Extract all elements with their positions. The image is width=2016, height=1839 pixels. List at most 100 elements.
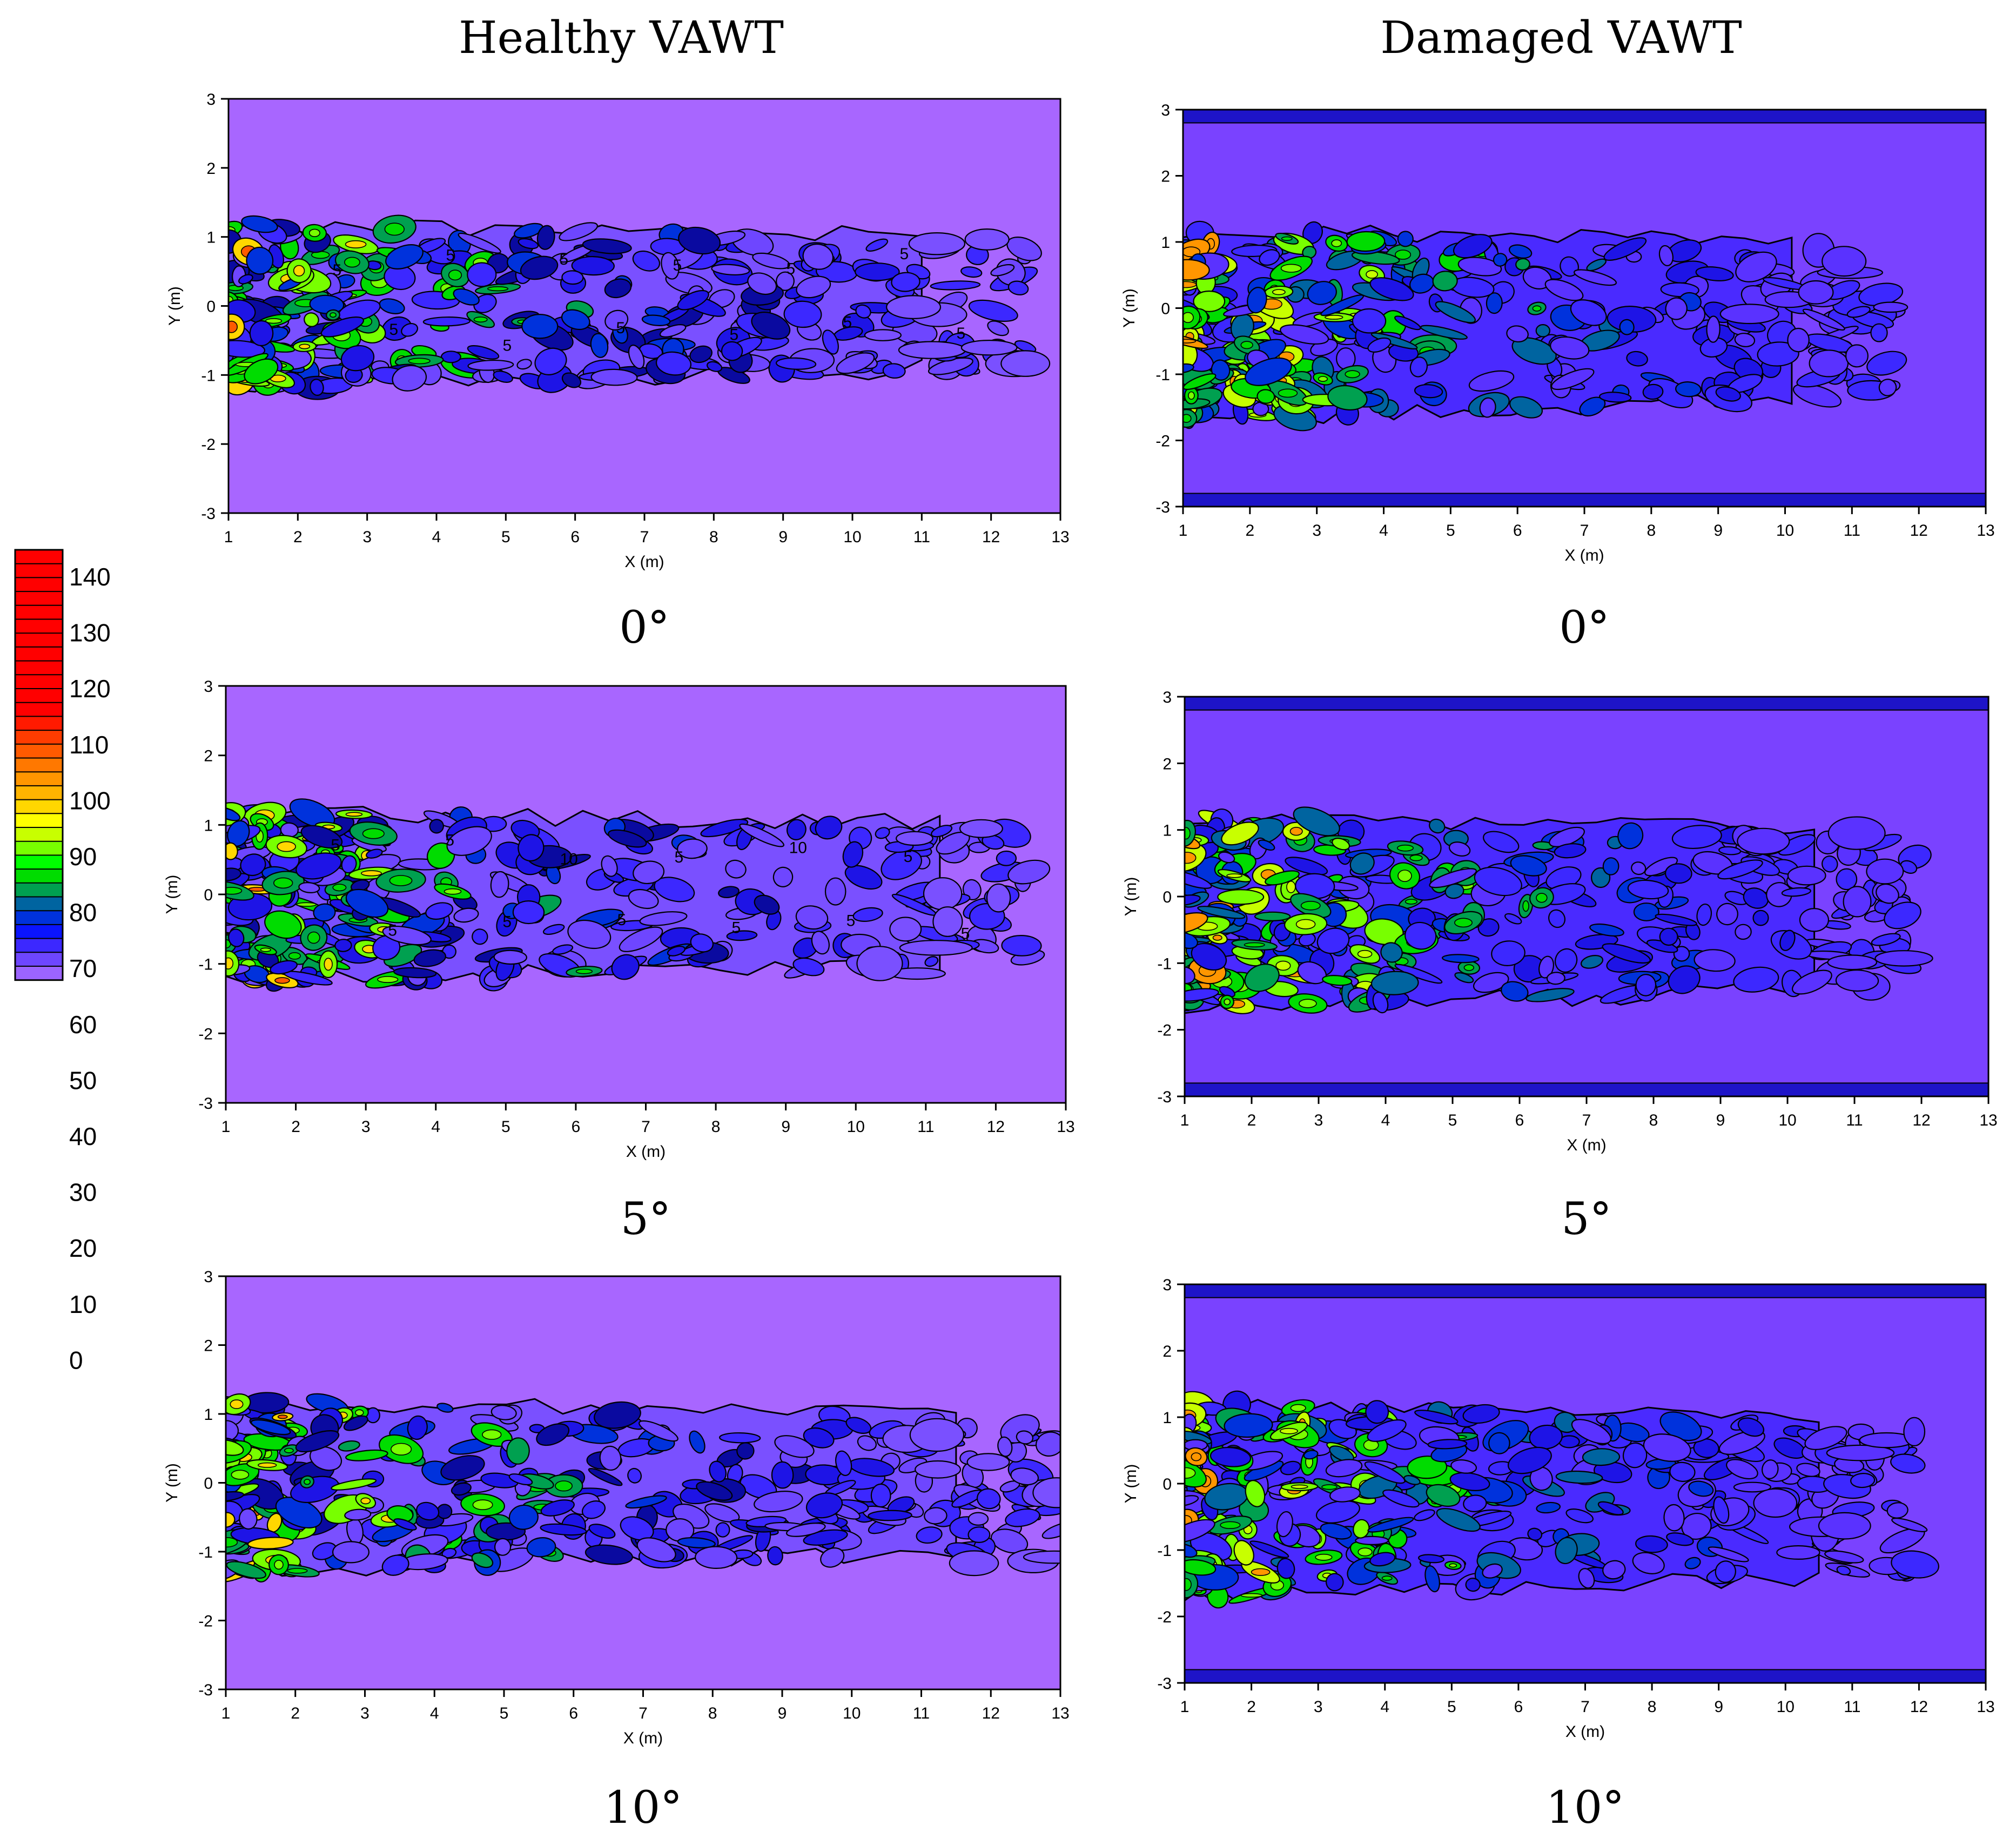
contour-blob — [987, 320, 1009, 336]
y-tick-label: -1 — [198, 1544, 213, 1561]
contour-blob — [1644, 857, 1678, 877]
contour-blob — [1394, 964, 1443, 984]
contour-blob — [1349, 852, 1375, 875]
contour-blob — [1258, 839, 1275, 851]
x-tick-label: 11 — [913, 528, 930, 546]
contour-blob — [968, 299, 1018, 322]
contour-blob — [1245, 1480, 1266, 1507]
x-tick-label: 10 — [843, 528, 861, 546]
contour-blob — [1715, 1560, 1736, 1583]
contour-blob — [1717, 859, 1763, 880]
contour-blob — [1526, 988, 1575, 1002]
contour-blob — [1884, 901, 1921, 929]
colorbar-tick-label: 90 — [69, 843, 97, 871]
colorbar-cell — [15, 591, 63, 606]
contour-value-label: 5 — [673, 257, 682, 274]
contour-blob — [1836, 1565, 1851, 1576]
wake-patch — [1787, 865, 1826, 886]
contour-blob — [1555, 1537, 1578, 1565]
contour-blob — [700, 819, 749, 838]
contour-blob — [1221, 821, 1259, 846]
contour-blob — [331, 1478, 377, 1491]
contour-blob — [1671, 825, 1722, 849]
contour-blob — [625, 1495, 667, 1509]
contour-blob — [1619, 319, 1635, 335]
contour-blob — [1792, 383, 1842, 408]
contour-blob — [1873, 301, 1909, 313]
contour-blob — [771, 1461, 794, 1489]
contour-blob — [1426, 1484, 1461, 1507]
contour-blob — [1185, 1543, 1198, 1558]
y-tick-label: 2 — [204, 1337, 213, 1355]
contour-core — [1536, 893, 1548, 903]
wake-patch — [895, 831, 933, 846]
contour-blob — [1280, 324, 1329, 345]
contour-blob — [1370, 971, 1419, 995]
contour-blob — [1185, 1559, 1217, 1576]
contour-core — [1183, 281, 1197, 288]
contour-core — [265, 318, 283, 324]
x-tick-label: 12 — [1910, 522, 1927, 540]
wake-patch — [1874, 950, 1933, 967]
contour-blob — [309, 1446, 342, 1471]
y-tick-label: 2 — [1162, 755, 1172, 773]
contour-blob — [226, 1561, 266, 1579]
colorbar-cell — [15, 855, 63, 870]
x-tick-label: 7 — [640, 528, 649, 546]
contour-blob — [506, 1437, 530, 1465]
contour-blob — [1486, 292, 1503, 314]
contour-blob — [1796, 1463, 1820, 1477]
contour-blob — [1752, 910, 1769, 926]
contour-core — [1397, 844, 1414, 852]
contour-blob — [677, 838, 708, 859]
contour-core — [274, 1560, 284, 1570]
contour-blob — [241, 215, 278, 233]
contour-blob — [1508, 244, 1533, 259]
contour-blob — [1224, 1413, 1273, 1438]
contour-value-label: 5 — [616, 319, 626, 337]
contour-blob — [526, 1537, 556, 1558]
x-tick-label: 4 — [431, 1118, 440, 1136]
contour-blob — [1420, 325, 1468, 340]
contour-blob — [1183, 259, 1210, 281]
colorbar-tick-label: 20 — [69, 1234, 97, 1262]
x-tick-label: 2 — [1247, 1698, 1256, 1716]
contour-core — [448, 270, 462, 281]
y-tick-label: 3 — [204, 1268, 213, 1286]
x-tick-label: 6 — [1514, 1698, 1523, 1716]
contour-blob — [1597, 1501, 1624, 1515]
colorbar-cell — [15, 744, 63, 758]
contour-blob — [393, 967, 437, 979]
contour-core — [1366, 270, 1379, 279]
contour-blob — [239, 1508, 258, 1530]
contour-blob — [247, 1537, 294, 1550]
x-tick-label: 7 — [1582, 1112, 1591, 1129]
contour-blob — [1185, 912, 1208, 934]
contour-blob — [632, 250, 661, 272]
contour-blob — [1244, 964, 1280, 992]
contour-blob — [1635, 974, 1657, 996]
contour-blob — [518, 834, 545, 862]
contour-blob — [601, 855, 618, 877]
contour-core — [1290, 1404, 1306, 1412]
contour-blob — [747, 272, 777, 295]
contour-blob — [1463, 1494, 1487, 1512]
contour-core — [332, 884, 347, 892]
colorbar-cell — [15, 911, 63, 925]
contour-core — [1291, 1484, 1308, 1489]
contour-blob — [751, 311, 791, 340]
x-tick-label: 6 — [569, 1705, 578, 1722]
wall-band-bottom — [1185, 1669, 1986, 1683]
contour-blob — [1762, 1459, 1779, 1479]
wake-patch — [949, 1550, 999, 1577]
contour-blob — [852, 907, 883, 922]
contour-blob — [1372, 992, 1389, 1014]
contour-blob — [930, 280, 981, 291]
contour-blob — [304, 312, 319, 327]
contour-core — [389, 875, 413, 886]
contour-blob — [379, 298, 405, 314]
column-title-healthy: Healthy VAWT — [459, 12, 784, 64]
contour-blob — [534, 347, 567, 375]
colorbar-cell — [15, 813, 63, 828]
x-tick-label: 12 — [982, 528, 1000, 546]
